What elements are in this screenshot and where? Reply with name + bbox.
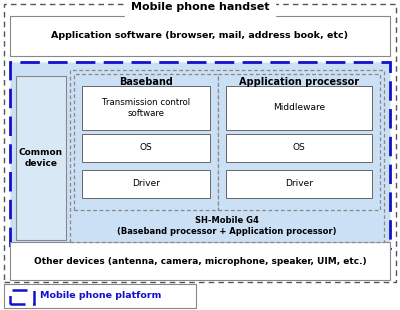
Bar bbox=[82, 86, 210, 130]
Text: Mobile phone handset: Mobile phone handset bbox=[131, 2, 269, 12]
Bar bbox=[70, 70, 384, 242]
Text: Middleware: Middleware bbox=[273, 104, 325, 113]
Bar bbox=[4, 284, 196, 308]
Bar bbox=[10, 242, 390, 280]
Text: Driver: Driver bbox=[285, 179, 313, 188]
Bar bbox=[218, 74, 380, 210]
Bar bbox=[10, 290, 34, 304]
Text: Application software (browser, mail, address book, etc): Application software (browser, mail, add… bbox=[52, 32, 348, 41]
Text: Application processor: Application processor bbox=[239, 77, 359, 87]
Bar bbox=[226, 134, 372, 162]
Bar bbox=[82, 134, 210, 162]
Text: Mobile phone platform: Mobile phone platform bbox=[40, 291, 161, 300]
Bar bbox=[4, 4, 396, 282]
Bar bbox=[82, 170, 210, 198]
Bar bbox=[226, 170, 372, 198]
Bar bbox=[74, 74, 218, 210]
Text: Common
device: Common device bbox=[19, 148, 63, 168]
Bar bbox=[16, 76, 66, 240]
Text: Other devices (antenna, camera, microphone, speaker, UIM, etc.): Other devices (antenna, camera, micropho… bbox=[34, 256, 366, 265]
Text: Transmission control
software: Transmission control software bbox=[102, 98, 190, 118]
Text: OS: OS bbox=[140, 144, 152, 153]
Text: Driver: Driver bbox=[132, 179, 160, 188]
Bar bbox=[10, 16, 390, 56]
Bar bbox=[10, 62, 390, 248]
Text: Baseband: Baseband bbox=[119, 77, 173, 87]
Text: OS: OS bbox=[293, 144, 305, 153]
Text: SH-Mobile G4
(Baseband processor + Application processor): SH-Mobile G4 (Baseband processor + Appli… bbox=[117, 216, 337, 236]
Bar bbox=[226, 86, 372, 130]
